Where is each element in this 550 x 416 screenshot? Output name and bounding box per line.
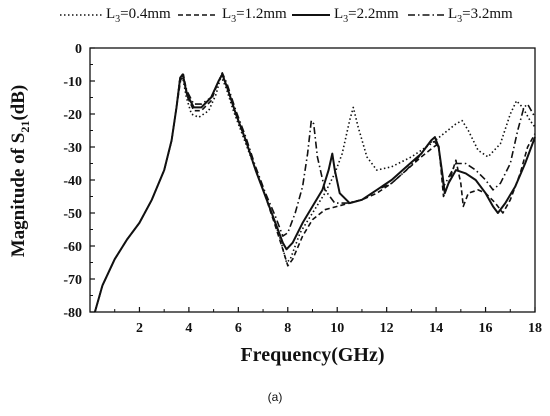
- figure-caption: (a): [267, 390, 283, 404]
- y-tick-label: -10: [63, 75, 82, 90]
- y-axis-label: Magnitude of S21(dB): [8, 84, 32, 258]
- x-tick-label: 18: [528, 321, 542, 336]
- x-tick-label: 14: [429, 321, 443, 336]
- legend-swatch-dashed: [178, 14, 218, 16]
- series-line-dotted: [94, 75, 536, 313]
- x-tick-label: 10: [330, 321, 344, 336]
- y-tick-label: -20: [63, 108, 82, 123]
- legend-swatch-dashdot: [408, 14, 444, 16]
- x-tick-label: 4: [185, 321, 192, 336]
- chart-legend: L3=0.4mm L3=1.2mm L3=2.2mm L3=3.2mm: [0, 2, 550, 28]
- x-tick-label: 2: [136, 321, 143, 336]
- plot-area-frame: [89, 47, 536, 313]
- legend-swatch-dotted: [60, 14, 102, 16]
- x-tick-label: 8: [284, 321, 291, 336]
- legend-label-0: L3=0.4mm: [106, 6, 171, 25]
- y-tick-label: -50: [63, 207, 82, 222]
- series-line-dashdot: [94, 72, 536, 313]
- legend-label-1: L3=1.2mm: [222, 6, 287, 25]
- legend-swatch-solid: [292, 14, 330, 16]
- y-tick-label: -80: [63, 306, 82, 321]
- legend-label-2: L3=2.2mm: [334, 6, 399, 25]
- y-tick-label: -70: [63, 273, 82, 288]
- legend-label-3: L3=3.2mm: [448, 6, 513, 25]
- series-lines: [93, 72, 536, 313]
- y-tick-label: 0: [75, 42, 82, 57]
- x-tick-label: 12: [380, 321, 394, 336]
- axis-ticks: 2 4 6 8 10 12 14 16 18 0 -10 -20 -30 -40 -50 -60 -70 -80: [63, 42, 542, 336]
- y-tick-label: -60: [63, 240, 82, 255]
- x-tick-label: 16: [479, 321, 493, 336]
- x-tick-label: 6: [235, 321, 242, 336]
- y-tick-label: -30: [63, 141, 82, 156]
- y-tick-label: -40: [63, 174, 82, 189]
- x-axis-label: Frequency(GHz): [240, 344, 385, 366]
- series-line-dashed: [94, 73, 536, 313]
- series-line-solid: [93, 73, 536, 313]
